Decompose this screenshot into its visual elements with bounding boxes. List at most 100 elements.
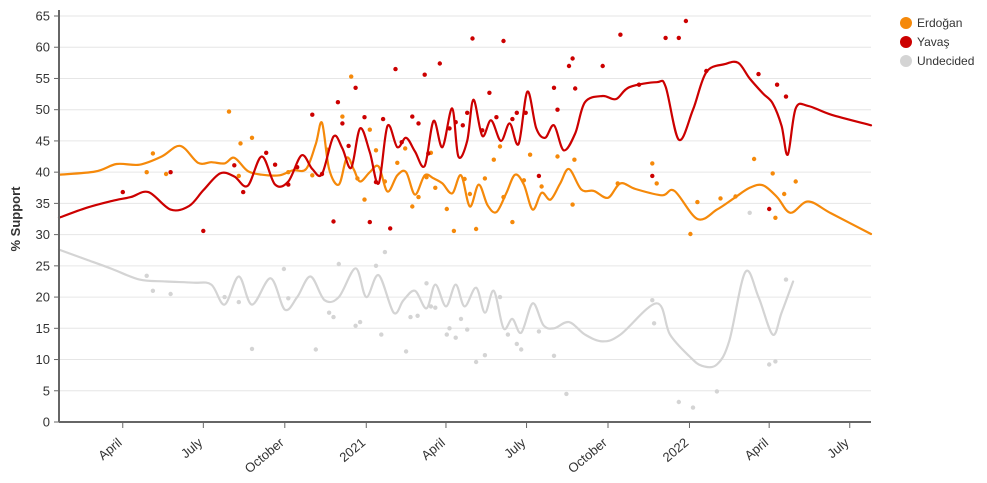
- y-tick-label: 50: [36, 102, 50, 117]
- point-undecided: [564, 391, 569, 397]
- y-tick-label: 60: [36, 40, 50, 55]
- point-yava-: [650, 173, 655, 179]
- point-undecided: [331, 314, 336, 320]
- point-yava-: [422, 72, 427, 77]
- point-erdo-an: [226, 109, 232, 114]
- y-tick-label: 0: [43, 415, 50, 430]
- point-erdo-an: [572, 157, 577, 162]
- legend-item-erdo-an[interactable]: Erdoğan: [900, 16, 962, 30]
- point-undecided: [536, 329, 542, 334]
- legend-label: Yavaş: [917, 35, 949, 49]
- point-undecided: [433, 305, 438, 310]
- y-axis-title: % Support: [8, 186, 23, 252]
- line-erdo-an: [57, 121, 873, 236]
- point-undecided: [773, 359, 778, 364]
- point-erdo-an: [310, 173, 315, 178]
- point-erdo-an: [150, 151, 156, 156]
- point-undecided: [651, 321, 657, 326]
- point-undecided: [676, 399, 681, 405]
- x-tick-label: April: [742, 435, 772, 463]
- y-tick-label: 55: [36, 71, 50, 86]
- x-tick-label: July: [178, 434, 206, 461]
- y-tick-label: 35: [36, 196, 50, 211]
- point-erdo-an: [395, 160, 400, 165]
- point-undecided: [514, 341, 519, 347]
- point-erdo-an: [688, 231, 693, 237]
- trend-lines: [57, 60, 873, 369]
- point-erdo-an: [373, 148, 379, 153]
- point-erdo-an: [570, 202, 575, 207]
- point-yava-: [362, 115, 367, 120]
- point-undecided: [408, 314, 413, 320]
- point-yava-: [494, 115, 499, 120]
- point-erdo-an: [695, 199, 700, 205]
- point-yava-: [120, 189, 126, 195]
- point-erdo-an: [410, 204, 415, 209]
- point-erdo-an: [770, 171, 775, 176]
- legend-item-yava-[interactable]: Yavaş: [900, 35, 949, 49]
- point-yava-: [460, 123, 465, 128]
- point-undecided: [767, 362, 772, 367]
- point-undecided: [551, 353, 557, 358]
- point-yava-: [783, 94, 789, 99]
- point-yava-: [310, 112, 315, 117]
- point-undecided: [379, 332, 384, 337]
- point-undecided: [447, 326, 452, 331]
- point-yava-: [566, 63, 572, 69]
- point-undecided: [465, 327, 470, 332]
- y-tick-label: 15: [36, 321, 50, 336]
- legend-label: Erdoğan: [917, 16, 962, 30]
- point-erdo-an: [718, 196, 723, 201]
- grid: [59, 15, 871, 392]
- point-undecided: [783, 277, 789, 282]
- point-undecided: [144, 273, 149, 278]
- point-yava-: [514, 110, 519, 116]
- x-tick-label: October: [242, 434, 288, 476]
- x-tick-label: 2021: [336, 435, 368, 465]
- point-undecided: [313, 347, 318, 352]
- point-undecided: [353, 323, 358, 328]
- point-erdo-an: [467, 191, 473, 197]
- point-undecided: [168, 291, 173, 297]
- point-erdo-an: [773, 215, 778, 220]
- point-erdo-an: [362, 197, 367, 202]
- point-yava-: [570, 56, 575, 61]
- point-yava-: [555, 107, 560, 112]
- point-yava-: [536, 173, 542, 179]
- point-yava-: [437, 61, 442, 66]
- point-undecided: [150, 288, 156, 293]
- point-yava-: [331, 219, 336, 224]
- point-undecided: [249, 346, 255, 352]
- point-undecided: [428, 304, 434, 309]
- point-erdo-an: [416, 194, 421, 200]
- point-erdo-an: [555, 154, 560, 159]
- y-tick-label: 20: [36, 290, 50, 305]
- point-yava-: [272, 162, 278, 167]
- point-undecided: [236, 299, 241, 305]
- point-yava-: [551, 85, 557, 91]
- x-axis-ticks: April July October 2021 April July October 2022…: [95, 422, 852, 476]
- point-erdo-an: [491, 157, 496, 162]
- point-undecided: [453, 335, 458, 340]
- x-tick-label: April: [95, 435, 125, 463]
- point-yava-: [241, 189, 246, 195]
- point-undecided: [415, 313, 420, 318]
- y-tick-label: 10: [36, 352, 50, 367]
- point-undecided: [519, 347, 524, 352]
- point-erdo-an: [444, 206, 449, 212]
- point-undecided: [382, 249, 388, 255]
- point-yava-: [767, 206, 772, 212]
- point-yava-: [465, 110, 470, 116]
- x-tick-label: July: [501, 434, 529, 461]
- legend: Erdoğan Yavaş Undecided: [900, 16, 974, 68]
- legend-item-undecided[interactable]: Undecided: [900, 54, 974, 68]
- y-tick-label: 45: [36, 133, 50, 148]
- point-yava-: [663, 35, 668, 41]
- point-undecided: [747, 210, 752, 215]
- y-tick-label: 30: [36, 227, 50, 242]
- legend-swatch: [900, 55, 912, 67]
- point-undecided: [286, 296, 291, 301]
- x-tick-label: July: [824, 434, 852, 461]
- point-erdo-an: [654, 181, 659, 186]
